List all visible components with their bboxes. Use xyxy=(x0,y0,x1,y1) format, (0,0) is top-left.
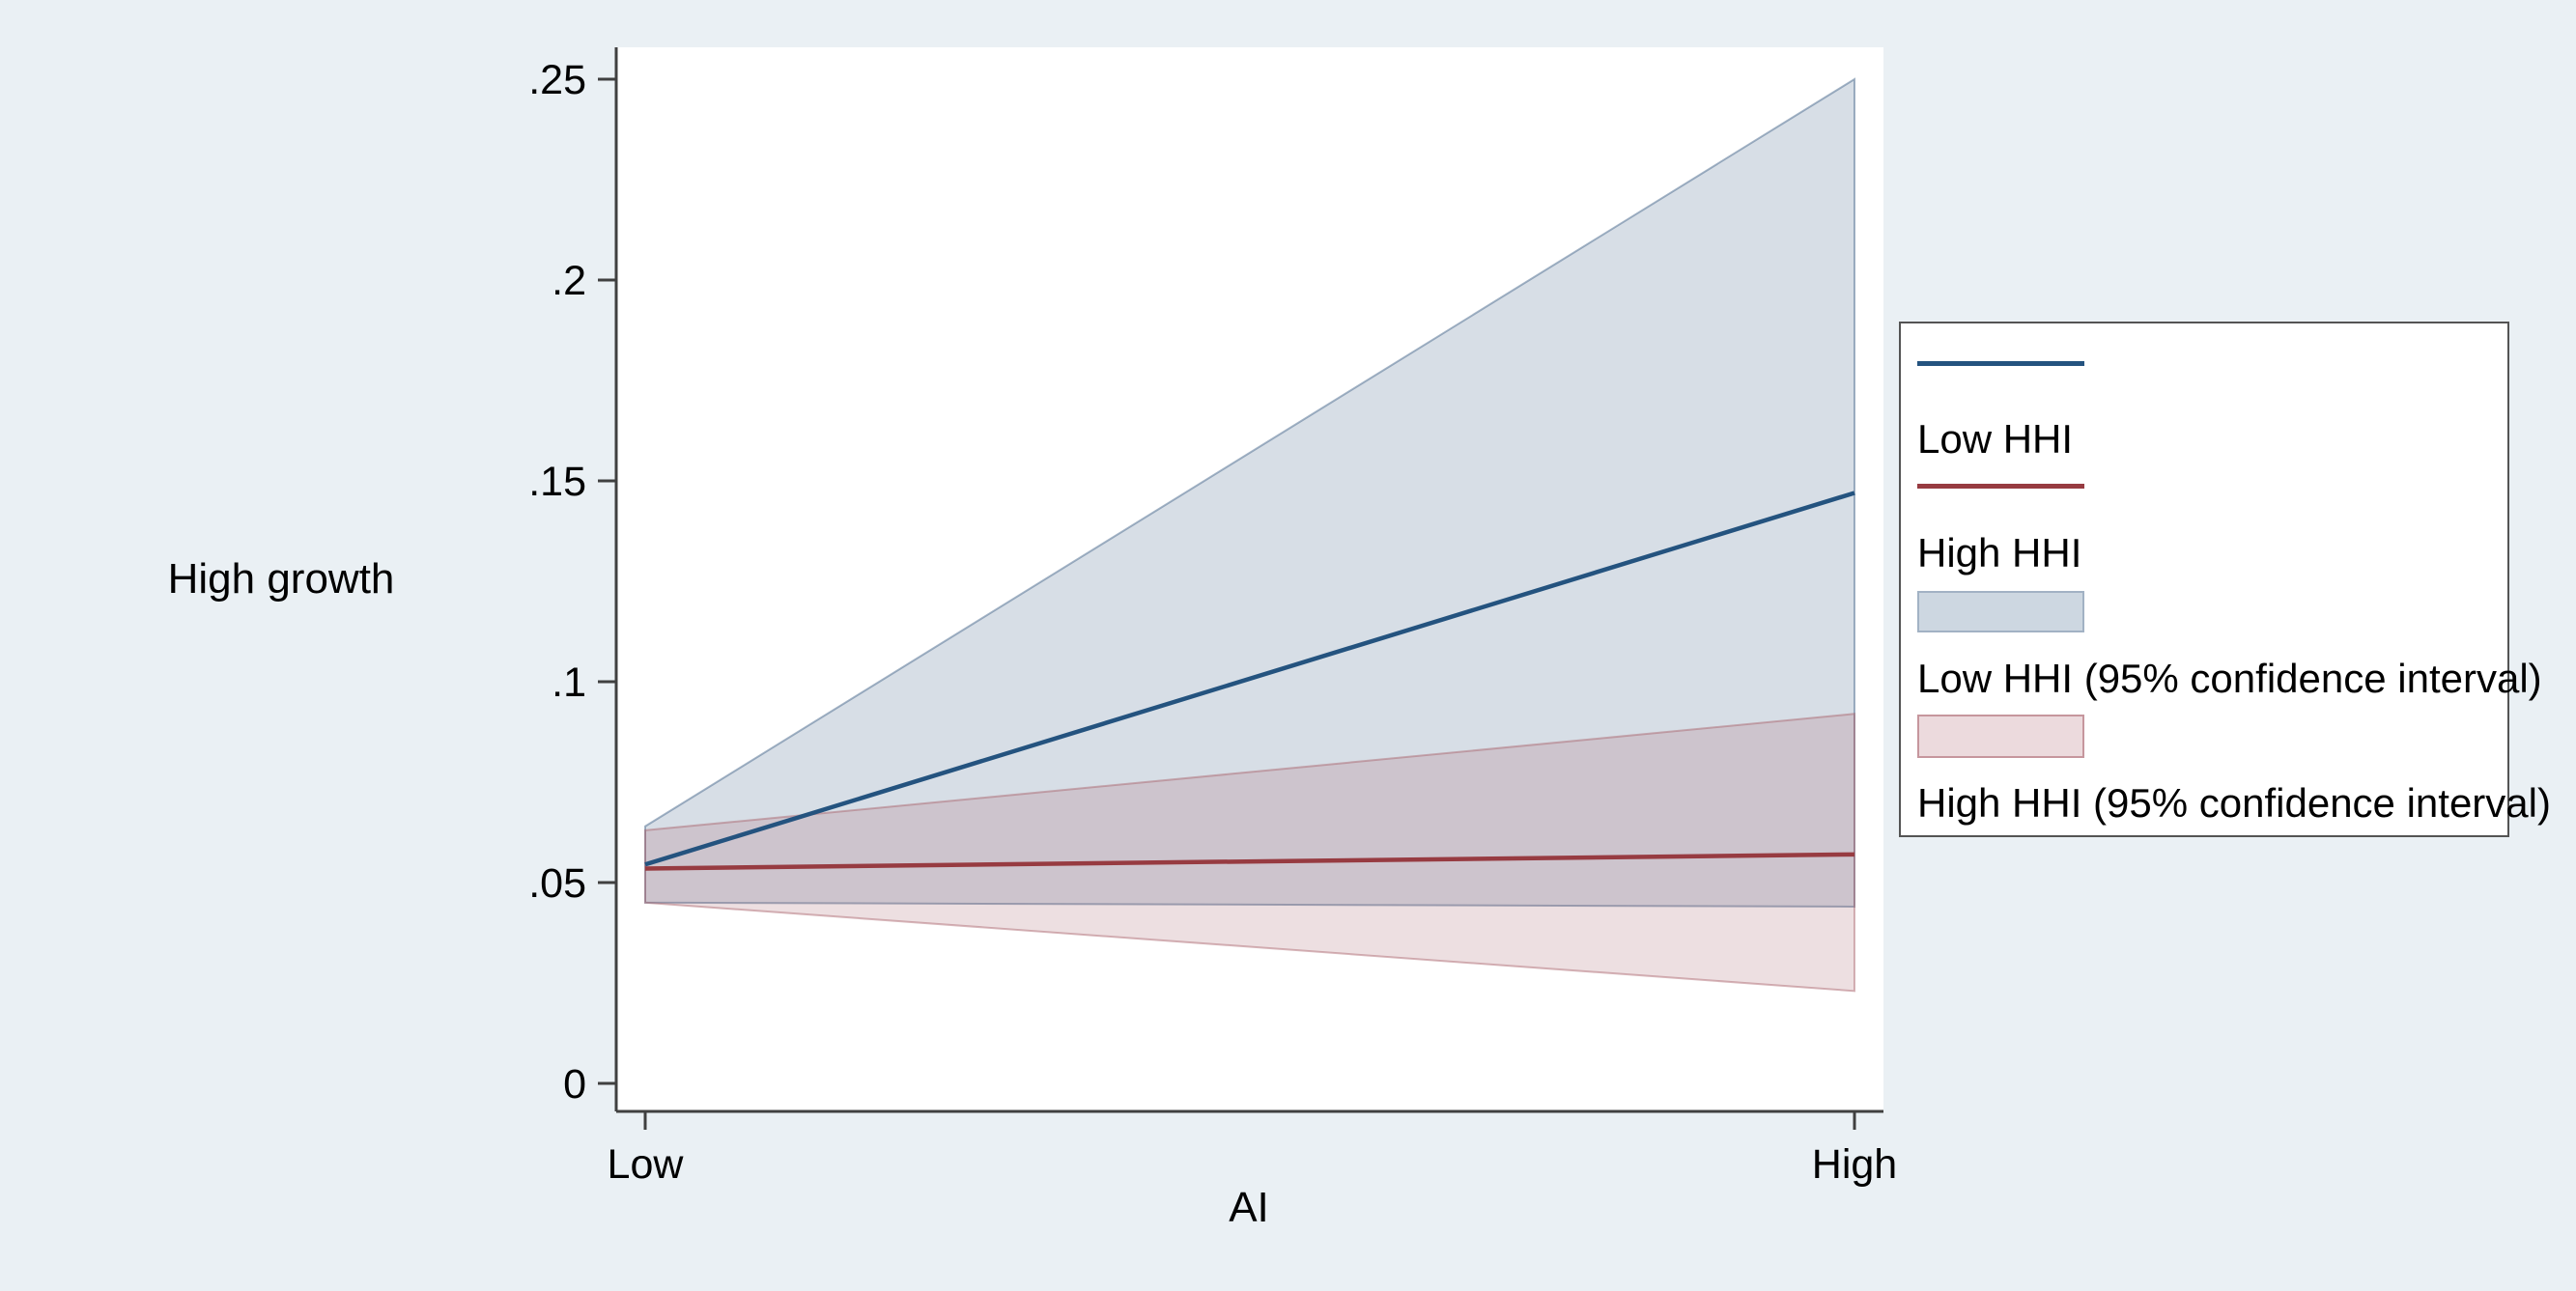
ci-band-high-hhi xyxy=(644,713,1855,993)
x-tick-label-1: High xyxy=(1812,1141,1897,1188)
x-tick-label-0: Low xyxy=(608,1141,685,1188)
plot-area xyxy=(616,47,1883,1111)
ci-band-low-hhi xyxy=(644,77,1855,908)
legend-line-swatch-low-hhi xyxy=(1917,361,2084,366)
line-low-hhi xyxy=(644,491,1855,867)
legend-box: Low HHI High HHI Low HHI (95% confidence… xyxy=(1899,322,2551,837)
legend-band-swatch-high-hhi-ci xyxy=(1917,715,2084,758)
y-axis-title: High growth xyxy=(167,555,395,603)
y-tick-label-5: .25 xyxy=(528,57,586,103)
y-tick-label-2: .1 xyxy=(552,660,586,706)
legend-label-high-hhi-ci: High HHI (95% confidence interval) xyxy=(1917,780,2551,826)
legend-label-low-hhi-ci: Low HHI (95% confidence interval) xyxy=(1917,656,2542,701)
y-tick-label-0: 0 xyxy=(563,1061,586,1108)
y-tick-label-4: .2 xyxy=(552,258,586,304)
legend-line-swatch-high-hhi xyxy=(1917,484,2084,489)
legend-band-swatch-low-hhi-ci xyxy=(1917,591,2084,632)
x-axis-title: AI xyxy=(1229,1184,1269,1231)
y-tick-label-3: .15 xyxy=(528,459,586,505)
y-tick-label-1: .05 xyxy=(528,860,586,907)
legend-label-low-hhi: Low HHI xyxy=(1917,416,2074,462)
legend-label-high-hhi: High HHI xyxy=(1917,530,2082,575)
line-high-hhi xyxy=(644,852,1855,871)
